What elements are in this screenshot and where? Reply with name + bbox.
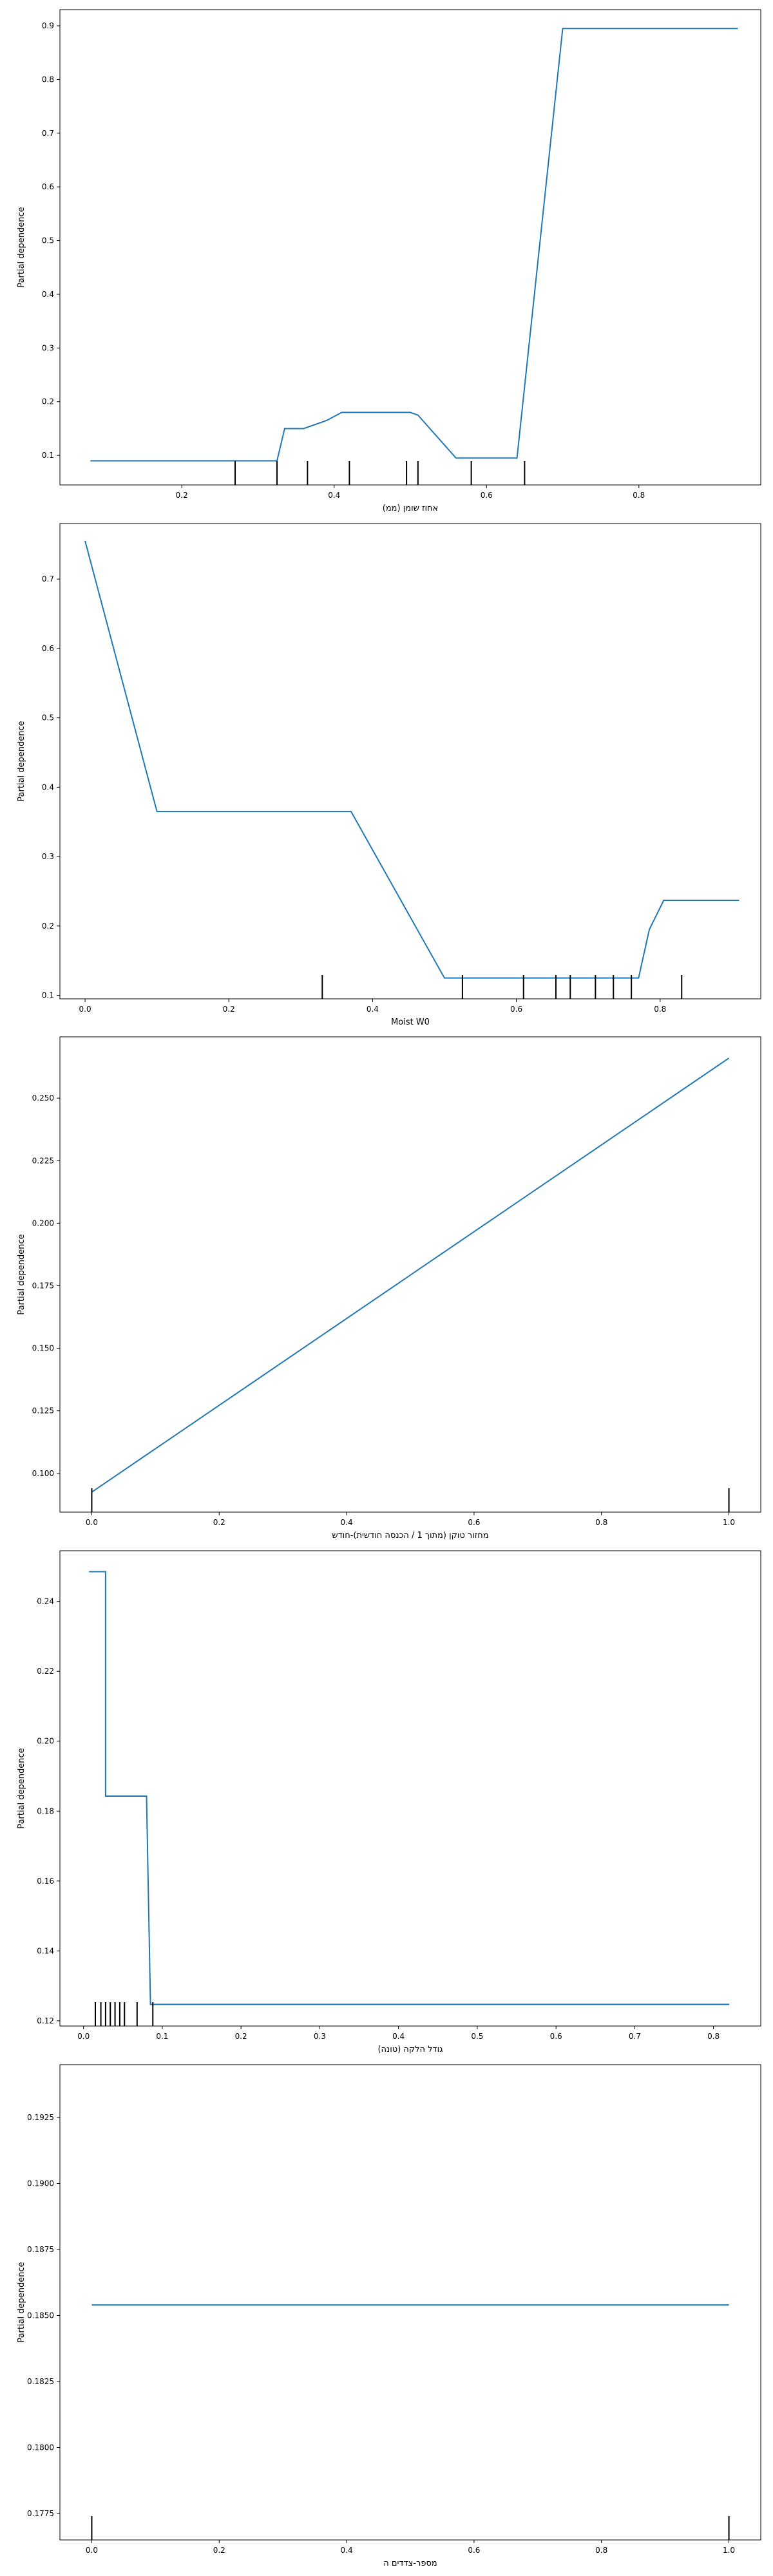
y-tick-label: 0.3 [42, 852, 54, 861]
pd-series-line [91, 1057, 730, 1493]
x-tick-label: 0.1 [156, 2032, 168, 2041]
y-axis-title: Partial dependence [17, 1234, 26, 1314]
y-tick-label: 0.4 [42, 782, 54, 791]
y-tick-label: 0.1800 [27, 2443, 54, 2452]
y-tick-label: 0.2 [42, 922, 54, 931]
y-tick-label: 0.1875 [27, 2245, 54, 2254]
pdp-panel-5: 0.0 0.2 0.4 0.6 0.8 1.0 0.1775 0.1800 0.1825 0.18… [17, 2064, 761, 2568]
y-tick-label: 0.4 [42, 290, 54, 299]
y-tick-label: 0.1825 [27, 2377, 54, 2386]
x-tick-label: 0.6 [550, 2032, 562, 2041]
axes-frame [59, 2064, 761, 2541]
axes-frame [59, 1036, 761, 1513]
x-tick-label: 0.2 [235, 2032, 247, 2041]
x-tick-label: 0.8 [595, 2546, 607, 2555]
x-tick-label: 0.0 [86, 1518, 98, 1527]
y-tick-label: 0.6 [42, 644, 54, 653]
y-tick-label: 0.125 [32, 1406, 54, 1416]
pdp-panel-3: 0.0 0.2 0.4 0.6 0.8 1.0 0.100 0.125 0.150 0.175 0.… [17, 1036, 761, 1540]
y-tick-label: 0.250 [32, 1094, 54, 1103]
pdp-panel-1: 0.2 0.4 0.6 0.8 0.1 0.2 0.3 0.4 0.5 0.6 0.7 0.8 0.9 א… [17, 9, 761, 513]
x-axis-title: Moist W0 [391, 1018, 430, 1027]
x-tick-label: 0.4 [341, 1518, 353, 1527]
y-tick-label: 0.24 [37, 1597, 54, 1606]
x-tick-label: 1.0 [723, 2546, 735, 2555]
y-tick-label: 0.150 [32, 1344, 54, 1353]
y-tick-label: 0.1925 [27, 2113, 54, 2122]
y-tick-label: 0.7 [42, 129, 54, 138]
y-axis-title: Partial dependence [17, 721, 26, 801]
y-tick-label: 0.12 [37, 2016, 54, 2025]
x-tick-label: 0.5 [471, 2032, 483, 2041]
x-tick-label: 0.2 [176, 491, 188, 500]
pdp-panel-2: 0.0 0.2 0.4 0.6 0.8 0.1 0.2 0.3 0.4 0.5 0.6 0.7 Mois… [17, 523, 761, 1027]
x-tick-label: 0.7 [629, 2032, 641, 2041]
axes-frame [59, 523, 761, 999]
y-tick-label: 0.3 [42, 343, 54, 352]
x-tick-label: 0.0 [79, 1005, 91, 1014]
y-tick-label: 0.1850 [27, 2311, 54, 2320]
y-tick-label: 0.14 [37, 1946, 54, 1955]
x-tick-label: 0.6 [468, 1518, 480, 1527]
x-axis-title: גודל הלקה (טונה) [377, 2045, 443, 2054]
y-axis-title: Partial dependence [17, 2262, 26, 2342]
x-tick-label: 0.4 [328, 491, 340, 500]
pd-series-line [84, 540, 740, 979]
x-tick-label: 0.4 [341, 2546, 353, 2555]
x-tick-label: 0.8 [595, 1518, 607, 1527]
axes-frame [59, 9, 761, 486]
y-tick-label: 0.5 [42, 714, 54, 723]
x-tick-label: 1.0 [723, 1518, 735, 1527]
x-tick-label: 0.4 [392, 2032, 405, 2041]
y-axis-title: Partial dependence [17, 1748, 26, 1828]
y-tick-label: 0.2 [42, 397, 54, 406]
x-tick-label: 0.6 [510, 1005, 522, 1014]
pd-series-line [90, 28, 738, 462]
x-axis-title: אחוז שומן (ממ) [383, 504, 438, 513]
y-tick-label: 0.9 [42, 21, 54, 30]
x-axis-title: מספר-צדדים ה [383, 2559, 437, 2568]
x-tick-label: 0.2 [213, 2546, 225, 2555]
x-tick-label: 0.4 [367, 1005, 379, 1014]
y-tick-label: 0.7 [42, 574, 54, 583]
y-tick-label: 0.1775 [27, 2509, 54, 2518]
y-tick-label: 0.16 [37, 1877, 54, 1886]
axes-frame [59, 1550, 761, 2027]
x-tick-label: 0.0 [77, 2032, 90, 2041]
x-tick-label: 0.2 [223, 1005, 235, 1014]
x-tick-label: 0.8 [633, 491, 645, 500]
x-tick-label: 0.8 [654, 1005, 666, 1014]
x-axis-title: מחזור טוקן (מתוך 1 / הכנסה חודשית)-חודש [332, 1531, 488, 1540]
x-tick-label: 0.2 [213, 1518, 225, 1527]
y-tick-label: 0.1 [42, 451, 54, 460]
x-tick-label: 0.8 [707, 2032, 720, 2041]
pd-series-line [89, 1571, 730, 2005]
y-tick-label: 0.1900 [27, 2179, 54, 2188]
y-tick-label: 0.5 [42, 236, 54, 245]
x-tick-label: 0.3 [314, 2032, 326, 2041]
y-axis-title: Partial dependence [17, 207, 26, 287]
x-tick-label: 0.6 [481, 491, 493, 500]
y-tick-label: 0.225 [32, 1156, 54, 1165]
y-tick-label: 0.22 [37, 1667, 54, 1676]
y-tick-label: 0.18 [37, 1806, 54, 1815]
y-tick-label: 0.1 [42, 991, 54, 1000]
y-tick-label: 0.175 [32, 1281, 54, 1290]
y-tick-label: 0.8 [42, 75, 54, 84]
y-tick-label: 0.200 [32, 1218, 54, 1227]
y-tick-label: 0.6 [42, 182, 54, 191]
y-tick-label: 0.100 [32, 1469, 54, 1478]
pdp-panel-4: 0.0 0.1 0.2 0.3 0.4 0.5 0.6 0.7 0.8 0.12 0.14 0.16 0… [17, 1550, 761, 2054]
x-tick-label: 0.0 [86, 2546, 98, 2555]
y-tick-label: 0.20 [37, 1737, 54, 1746]
x-tick-label: 0.6 [468, 2546, 480, 2555]
